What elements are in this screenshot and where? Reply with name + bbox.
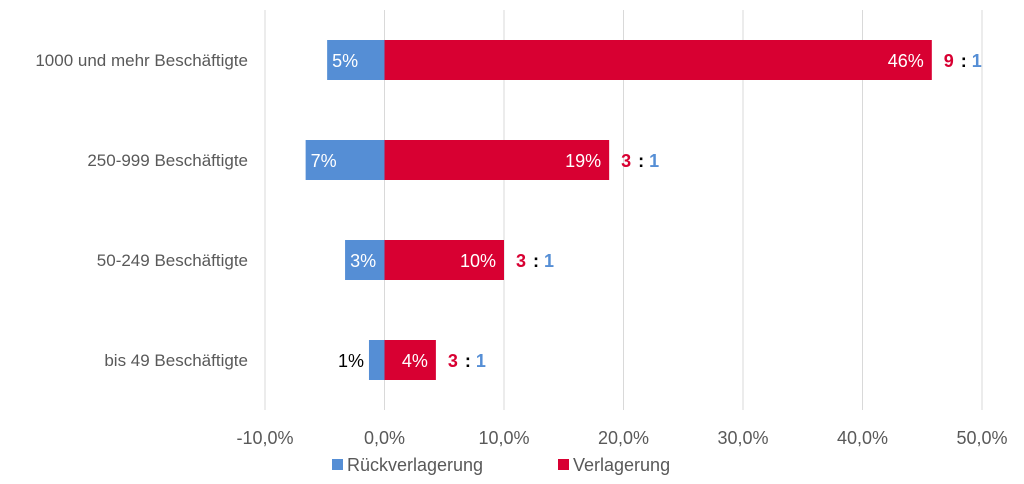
bar-rueckverlagerung — [345, 240, 385, 280]
ratio-left: 3 — [448, 351, 458, 371]
ratio-left: 9 — [944, 51, 954, 71]
bar-rueckverlagerung — [327, 40, 385, 80]
bar-verlagerung — [384, 340, 436, 380]
data-label-rueckverlagerung: 1% — [338, 351, 364, 371]
x-tick-label: 40,0% — [837, 428, 888, 448]
ratio-right: 1 — [544, 251, 554, 271]
ratio-separator: : — [465, 351, 471, 371]
category-label: 50-249 Beschäftigte — [97, 251, 248, 270]
bar-rueckverlagerung — [368, 340, 385, 380]
category-label: bis 49 Beschäftigte — [104, 351, 248, 370]
data-label-verlagerung: 4% — [402, 351, 428, 371]
ratio-left: 3 — [516, 251, 526, 271]
x-tick-label: -10,0% — [236, 428, 293, 448]
bar-verlagerung — [384, 240, 504, 280]
x-tick-label: 20,0% — [598, 428, 649, 448]
legend-label-verlagerung: Verlagerung — [573, 455, 670, 475]
data-label-rueckverlagerung: 7% — [311, 151, 337, 171]
ratio-left: 3 — [621, 151, 631, 171]
bar-verlagerung — [384, 140, 610, 180]
data-label-verlagerung: 10% — [460, 251, 496, 271]
ratio-separator: : — [638, 151, 644, 171]
legend-label-rueckverlagerung: Rückverlagerung — [347, 455, 483, 475]
x-tick-label: 10,0% — [478, 428, 529, 448]
bar-verlagerung — [384, 40, 932, 80]
data-label-rueckverlagerung: 3% — [350, 251, 376, 271]
category-label: 1000 und mehr Beschäftigte — [35, 51, 248, 70]
ratio-separator: : — [961, 51, 967, 71]
bar-rueckverlagerung — [305, 140, 385, 180]
data-label-verlagerung: 46% — [888, 51, 924, 71]
legend-swatch-rueckverlagerung — [332, 459, 343, 470]
ratio-separator: : — [533, 251, 539, 271]
x-tick-label: 50,0% — [956, 428, 1007, 448]
category-label: 250-999 Beschäftigte — [87, 151, 248, 170]
x-tick-label: 0,0% — [364, 428, 405, 448]
legend-swatch-verlagerung — [558, 459, 569, 470]
x-tick-label: 30,0% — [717, 428, 768, 448]
data-label-verlagerung: 19% — [565, 151, 601, 171]
ratio-right: 1 — [476, 351, 486, 371]
ratio-right: 1 — [972, 51, 982, 71]
data-label-rueckverlagerung: 5% — [332, 51, 358, 71]
ratio-right: 1 — [649, 151, 659, 171]
